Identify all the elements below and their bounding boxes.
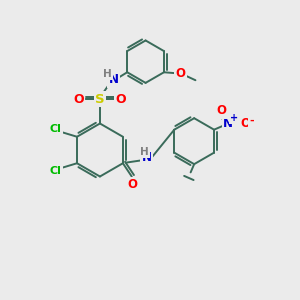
- Text: H: H: [103, 69, 112, 79]
- Text: O: O: [240, 117, 250, 130]
- Text: +: +: [230, 113, 238, 123]
- Text: Cl: Cl: [50, 124, 61, 134]
- Text: O: O: [216, 104, 226, 117]
- Text: O: O: [74, 93, 84, 106]
- Text: N: N: [141, 152, 152, 164]
- Text: N: N: [109, 73, 118, 86]
- Text: Cl: Cl: [50, 166, 61, 176]
- Text: O: O: [176, 67, 186, 80]
- Text: N: N: [223, 117, 233, 130]
- Text: O: O: [116, 93, 127, 106]
- Text: -: -: [249, 115, 254, 125]
- Text: H: H: [140, 147, 149, 157]
- Text: O: O: [127, 178, 137, 191]
- Text: S: S: [95, 93, 105, 106]
